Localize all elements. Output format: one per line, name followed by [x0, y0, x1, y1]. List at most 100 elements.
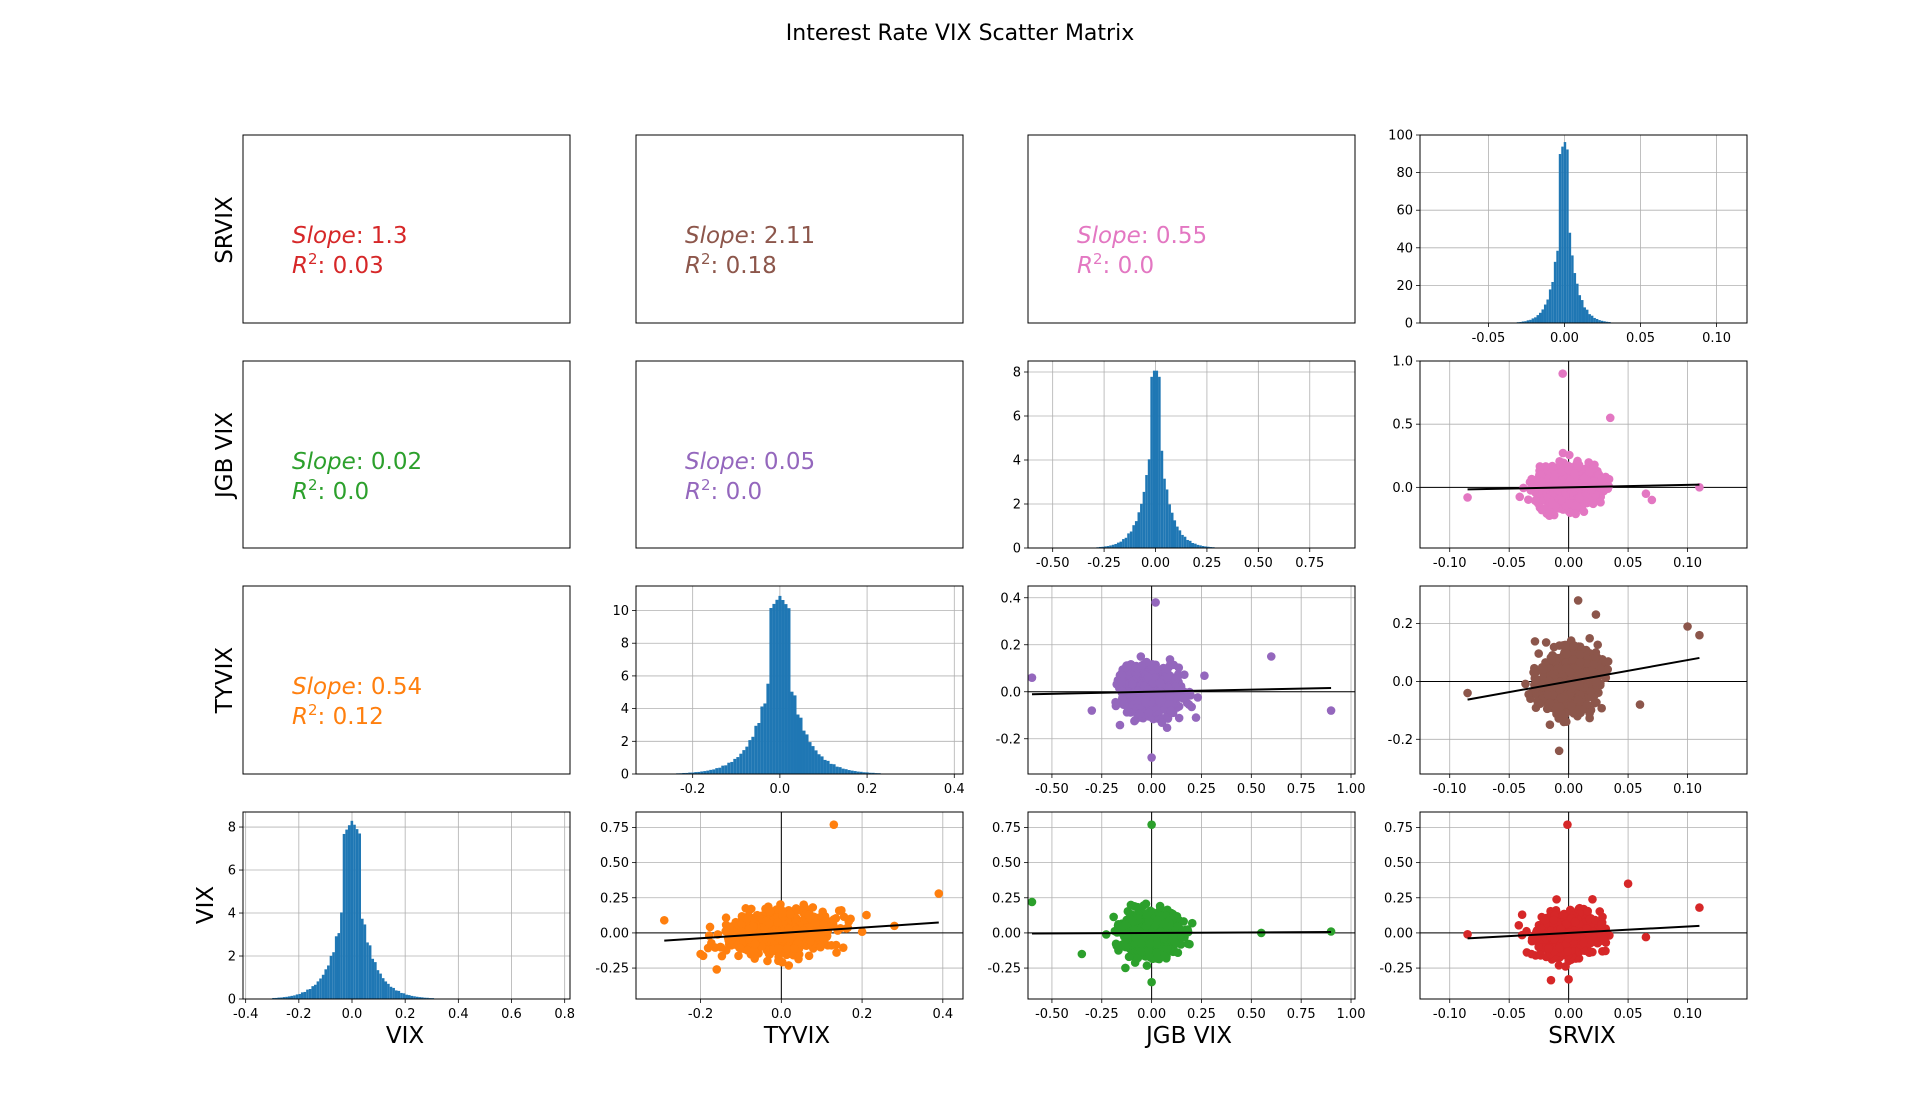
scatter-tyvix-vs-srvix-point — [1573, 596, 1583, 605]
hist-vix-bar — [389, 986, 393, 999]
scatter-tyvix-vs-srvix-point — [1555, 685, 1564, 694]
hist-jgb-vix-bar — [1098, 546, 1102, 548]
hist-srvix-bar — [1590, 315, 1594, 323]
hist-jgb-vix-bar — [1111, 544, 1115, 548]
stat-panel-jgb-vix-vix-frame — [242, 360, 571, 549]
hist-tyvix-bar — [856, 771, 860, 774]
hist-tyvix-bar — [805, 734, 809, 774]
scatter-tyvix-vs-srvix-point — [1562, 717, 1571, 727]
scatter-tyvix-vs-srvix-point — [1683, 622, 1692, 631]
scatter-jgb-vix-vs-srvix-point — [1547, 499, 1557, 509]
hist-vix-bar — [402, 993, 406, 999]
hist-tyvix-bar — [769, 608, 773, 774]
hist-tyvix-bar — [736, 757, 740, 774]
scatter-tyvix-vs-srvix-point — [1575, 658, 1585, 667]
scatter-vix-vs-jgb-vix-xtick-label: 0.50 — [1237, 1007, 1266, 1022]
hist-tyvix-bar — [871, 772, 875, 774]
scatter-tyvix-vs-srvix-point — [1539, 665, 1548, 674]
scatter-tyvix-vs-srvix-point — [1573, 695, 1583, 705]
scatter-vix-vs-tyvix-point — [705, 922, 715, 932]
scatter-tyvix-vs-srvix-point — [1545, 720, 1555, 730]
hist-tyvix-bar — [772, 603, 776, 774]
scatter-tyvix-vs-srvix-point — [1544, 676, 1554, 686]
hist-vix-bar — [347, 825, 351, 999]
hist-jgb-vix-bar — [1191, 543, 1195, 548]
hist-tyvix-bar — [844, 769, 848, 774]
hist-vix-bar — [355, 829, 359, 999]
hist-jgb-vix-bar — [1142, 491, 1146, 548]
scatter-tyvix-vs-jgb-vix-point — [1137, 661, 1146, 671]
scatter-tyvix-vs-srvix-point — [1582, 659, 1592, 668]
hist-vix-xtick-label: -0.4 — [233, 1007, 258, 1022]
hist-tyvix-bar — [682, 772, 686, 774]
scatter-tyvix-vs-jgb-vix-point — [1164, 699, 1174, 709]
scatter-tyvix-vs-srvix-point — [1521, 679, 1530, 689]
hist-jgb-vix-bar — [1165, 489, 1169, 548]
hist-vix-bar — [379, 973, 382, 999]
hist-jgb-vix-bar — [1176, 526, 1179, 548]
hist-tyvix-bar — [811, 746, 815, 774]
scatter-vix-vs-tyvix-point — [721, 920, 731, 930]
stat-panel-srvix-jgb-vix-r2: R2: 0.0 — [1077, 250, 1154, 279]
hist-tyvix-bar — [733, 758, 737, 774]
scatter-tyvix-vs-jgb-vix-frame — [1027, 585, 1356, 775]
hist-vix-xtick-label: 0.8 — [554, 1007, 575, 1022]
scatter-jgb-vix-vs-srvix-point — [1554, 478, 1563, 488]
scatter-tyvix-vs-jgb-vix-point — [1155, 678, 1165, 688]
scatter-jgb-vix-vs-srvix-point — [1550, 472, 1559, 481]
hist-vix-bar — [300, 992, 304, 999]
scatter-tyvix-vs-srvix-point — [1545, 698, 1555, 708]
scatter-tyvix-vs-jgb-vix-point — [1326, 706, 1336, 715]
hist-srvix-bar — [1566, 149, 1569, 323]
scatter-vix-vs-jgb-vix-xtick-label: 0.25 — [1187, 1007, 1216, 1022]
scatter-tyvix-vs-srvix-point — [1590, 698, 1599, 708]
hist-srvix-bar — [1521, 321, 1525, 323]
scatter-vix-vs-tyvix-point — [811, 918, 820, 928]
scatter-vix-vs-tyvix-point — [833, 926, 843, 935]
hist-tyvix-bar — [814, 750, 818, 774]
scatter-tyvix-vs-srvix-point — [1568, 681, 1578, 690]
hist-tyvix-bar — [703, 771, 707, 774]
scatter-tyvix-vs-jgb-vix-point — [1117, 677, 1126, 686]
scatter-tyvix-vs-jgb-vix-point — [1087, 706, 1097, 715]
scatter-tyvix-vs-srvix-xtick-label: -0.10 — [1433, 782, 1467, 797]
scatter-tyvix-vs-srvix-ytick-label: 0.0 — [1392, 675, 1413, 690]
scatter-vix-vs-tyvix-point — [804, 951, 814, 961]
scatter-jgb-vix-vs-srvix-point — [1565, 508, 1575, 518]
hist-tyvix-bar — [712, 769, 716, 774]
hist-vix-ytick-label: 6 — [228, 864, 236, 879]
scatter-tyvix-vs-srvix-point — [1560, 640, 1570, 650]
scatter-tyvix-vs-jgb-vix-point — [1180, 670, 1189, 679]
hist-jgb-vix-bar — [1199, 545, 1202, 548]
hist-jgb-vix-bar — [1116, 542, 1120, 548]
hist-srvix-ytick-label: 100 — [1388, 129, 1413, 144]
hist-srvix-bar — [1605, 321, 1609, 323]
scatter-jgb-vix-vs-srvix-point — [1588, 499, 1598, 509]
hist-jgb-vix-bar — [1186, 539, 1189, 548]
hist-tyvix-bar — [745, 746, 749, 774]
hist-srvix-bar — [1539, 312, 1542, 323]
hist-tyvix-bar — [820, 756, 824, 774]
scatter-vix-vs-tyvix-point — [829, 915, 839, 924]
scatter-vix-vs-tyvix-point — [764, 919, 774, 928]
hist-vix-bar — [314, 984, 317, 999]
scatter-jgb-vix-vs-srvix-point — [1597, 474, 1607, 483]
scatter-tyvix-vs-srvix-ytick-label: -0.2 — [1388, 733, 1413, 748]
hist-jgb-vix-bar — [1170, 512, 1174, 548]
hist-srvix-bar — [1598, 320, 1601, 323]
hist-tyvix-bar — [829, 763, 833, 774]
scatter-jgb-vix-vs-srvix-ytick-label: 1.0 — [1392, 355, 1413, 370]
hist-srvix-ytick-label: 80 — [1396, 166, 1413, 181]
hist-tyvix-bar — [835, 766, 839, 774]
hist-tyvix-ytick-label: 4 — [621, 702, 629, 717]
hist-tyvix-bar — [823, 759, 827, 774]
scatter-jgb-vix-vs-srvix-xtick-label: 0.05 — [1614, 556, 1643, 571]
scatter-vix-vs-tyvix-point — [839, 912, 849, 922]
scatter-tyvix-vs-srvix-point — [1524, 689, 1533, 699]
scatter-tyvix-vs-srvix-point — [1556, 693, 1566, 703]
scatter-vix-vs-tyvix-point — [816, 942, 825, 952]
scatter-tyvix-vs-jgb-vix-point — [1193, 693, 1203, 702]
